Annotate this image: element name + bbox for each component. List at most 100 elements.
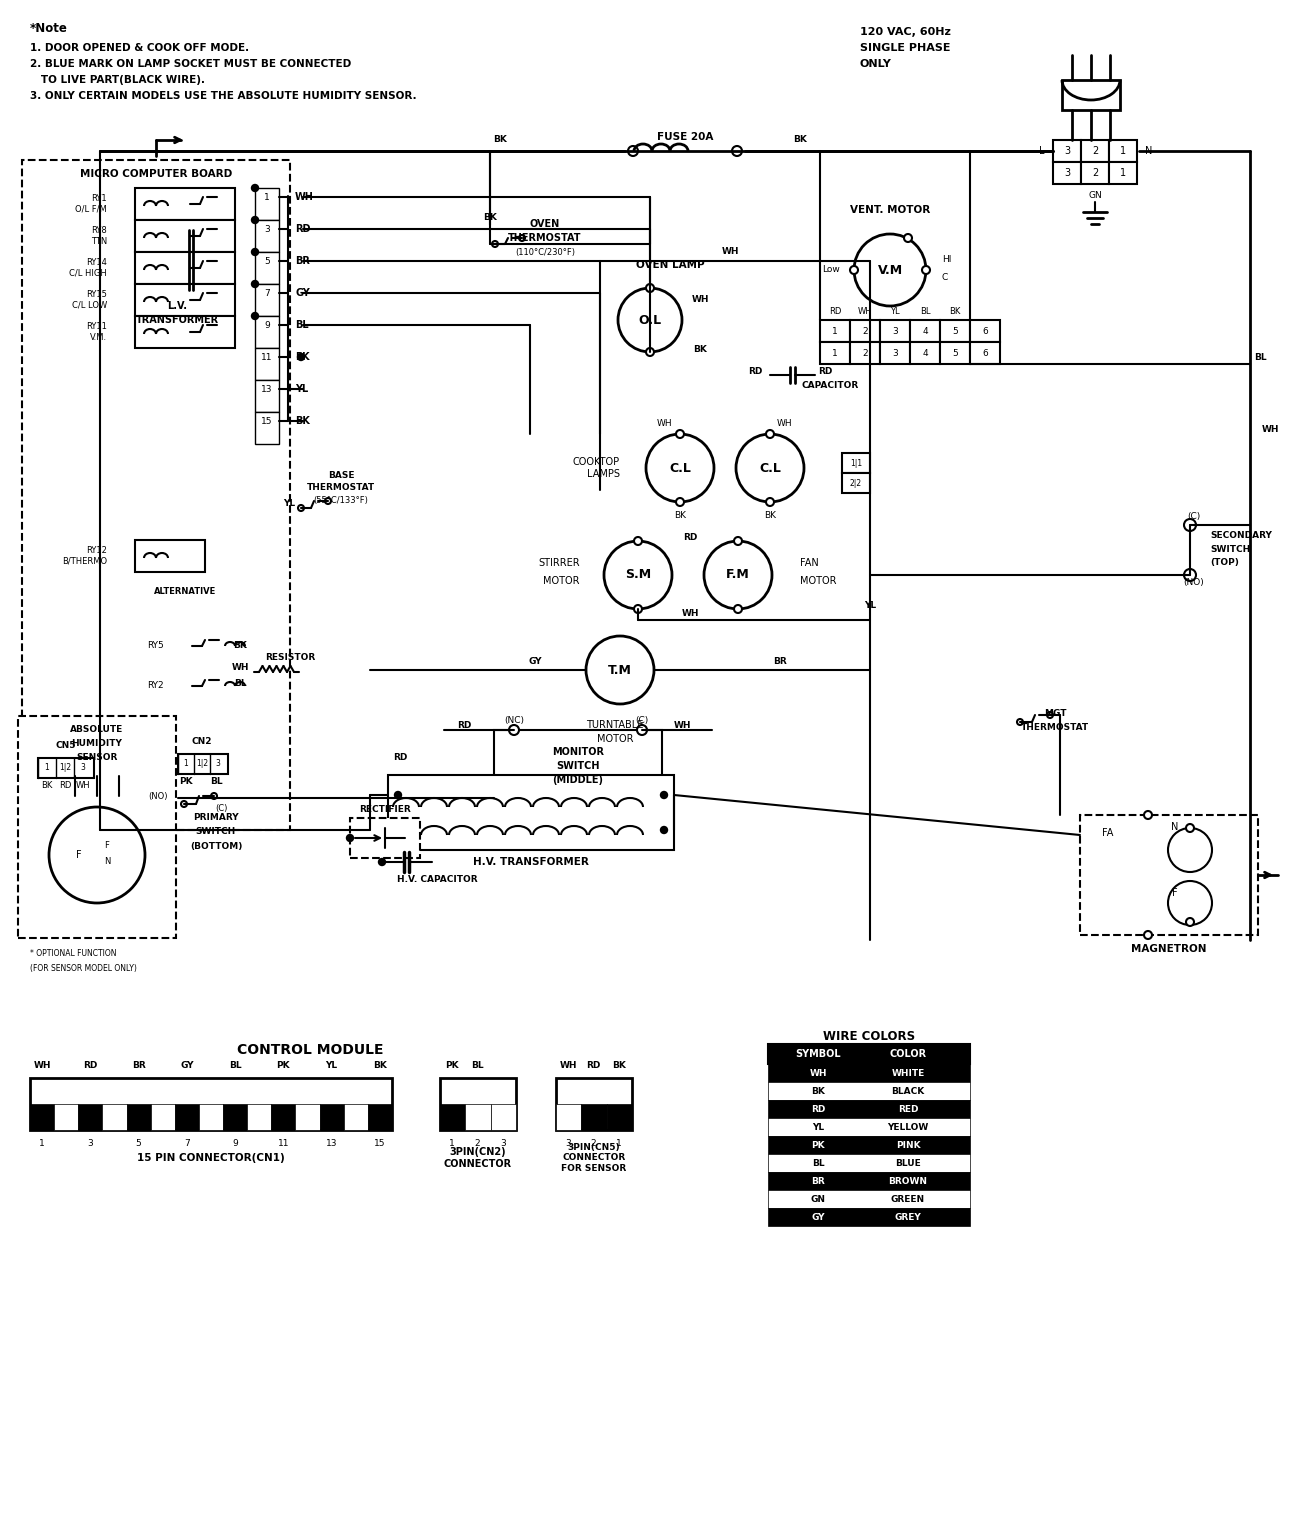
Text: PRIMARY: PRIMARY <box>193 814 238 822</box>
Text: 13: 13 <box>326 1140 338 1149</box>
Text: 120 VAC, 60Hz: 120 VAC, 60Hz <box>860 28 951 37</box>
Bar <box>1062 80 1120 111</box>
Text: 1: 1 <box>833 349 838 358</box>
Bar <box>768 1118 970 1137</box>
Bar <box>247 1104 272 1130</box>
Text: PK: PK <box>277 1061 290 1071</box>
Text: GREY: GREY <box>895 1212 921 1221</box>
Circle shape <box>49 806 145 903</box>
Text: RD: RD <box>392 754 407 762</box>
Text: RECTIFIER: RECTIFIER <box>359 805 411 814</box>
Circle shape <box>676 430 684 438</box>
Text: 1. DOOR OPENED & COOK OFF MODE.: 1. DOOR OPENED & COOK OFF MODE. <box>30 43 249 54</box>
Text: 1: 1 <box>449 1140 455 1149</box>
Text: RD: RD <box>457 720 471 730</box>
Circle shape <box>603 541 672 608</box>
Text: 2: 2 <box>474 1140 480 1149</box>
Text: BR: BR <box>132 1061 145 1071</box>
Text: RY1
O/L F/M: RY1 O/L F/M <box>75 194 107 214</box>
Text: MOTOR: MOTOR <box>597 734 633 743</box>
Bar <box>768 1100 970 1118</box>
Text: F: F <box>76 849 82 860</box>
Circle shape <box>904 233 912 243</box>
Circle shape <box>587 636 654 703</box>
Text: COLOR: COLOR <box>890 1049 926 1058</box>
Text: CONTROL MODULE: CONTROL MODULE <box>237 1043 383 1057</box>
Text: 15 PIN CONNECTOR(CN1): 15 PIN CONNECTOR(CN1) <box>137 1154 285 1163</box>
Text: SYMBOL: SYMBOL <box>795 1049 840 1058</box>
Circle shape <box>1184 568 1197 581</box>
Text: PINK: PINK <box>896 1141 921 1149</box>
Text: 3: 3 <box>215 759 220 768</box>
Bar <box>768 1064 970 1081</box>
Text: RD: RD <box>811 1104 825 1114</box>
Text: CN5: CN5 <box>56 742 76 751</box>
Text: 2: 2 <box>1092 146 1098 157</box>
Text: GY: GY <box>180 1061 194 1071</box>
Text: C.L: C.L <box>670 461 692 475</box>
Text: THERMOSTAT: THERMOSTAT <box>508 233 581 243</box>
Bar <box>135 541 205 571</box>
Text: RD: RD <box>747 367 763 376</box>
Text: WH: WH <box>673 720 690 730</box>
Circle shape <box>395 791 401 799</box>
Bar <box>255 220 278 252</box>
Bar <box>255 284 278 316</box>
Bar <box>18 716 176 938</box>
Text: WHITE: WHITE <box>891 1069 925 1077</box>
Text: V.M: V.M <box>878 264 903 276</box>
Text: COOKTOP
LAMPS: COOKTOP LAMPS <box>572 458 620 479</box>
Text: BLUE: BLUE <box>895 1158 921 1167</box>
Text: 11: 11 <box>277 1140 289 1149</box>
Text: SENSOR: SENSOR <box>76 754 118 762</box>
Text: BL: BL <box>295 319 308 330</box>
Text: BK: BK <box>373 1061 387 1071</box>
Bar <box>255 349 278 379</box>
Text: 1: 1 <box>1120 146 1127 157</box>
Text: GY: GY <box>811 1212 825 1221</box>
Text: MONITOR: MONITOR <box>552 746 603 757</box>
Bar <box>255 187 278 220</box>
Text: BL: BL <box>229 1061 241 1071</box>
Bar <box>388 776 673 849</box>
Text: RY12
B/THERMO: RY12 B/THERMO <box>62 547 107 565</box>
Text: WH: WH <box>681 608 699 617</box>
Circle shape <box>509 725 519 736</box>
Bar <box>768 1081 970 1100</box>
Text: TRANSFORMER: TRANSFORMER <box>136 315 219 326</box>
Text: 1: 1 <box>184 759 188 768</box>
Text: (NO): (NO) <box>149 791 168 800</box>
Circle shape <box>736 435 804 502</box>
Text: ONLY: ONLY <box>860 58 892 69</box>
Text: * OPTIONAL FUNCTION: * OPTIONAL FUNCTION <box>30 949 117 958</box>
Circle shape <box>1184 519 1197 531</box>
Bar <box>199 1104 223 1130</box>
Text: 6: 6 <box>982 349 988 358</box>
Text: Low: Low <box>822 266 840 275</box>
Text: BASE: BASE <box>328 472 355 481</box>
Text: FUSE 20A: FUSE 20A <box>657 132 714 141</box>
Bar <box>768 1154 970 1172</box>
Circle shape <box>251 184 259 192</box>
Circle shape <box>922 266 930 273</box>
Circle shape <box>704 541 772 608</box>
Bar <box>38 757 95 779</box>
Bar <box>135 284 234 316</box>
Bar <box>491 1104 515 1130</box>
Text: 2: 2 <box>591 1140 596 1149</box>
Text: 4: 4 <box>922 349 927 358</box>
Text: (NC): (NC) <box>504 716 524 725</box>
Text: 9: 9 <box>232 1140 238 1149</box>
Circle shape <box>635 605 642 613</box>
Text: WH: WH <box>809 1069 826 1077</box>
Text: RD: RD <box>682 533 697 542</box>
Bar <box>842 453 870 473</box>
Text: WH: WH <box>559 1061 576 1071</box>
Circle shape <box>734 538 742 545</box>
Bar <box>910 343 940 364</box>
Text: 15: 15 <box>262 416 273 425</box>
Text: BL: BL <box>812 1158 825 1167</box>
Text: WH: WH <box>777 418 793 427</box>
Text: H.V. CAPACITOR: H.V. CAPACITOR <box>396 876 478 885</box>
Text: PK: PK <box>179 777 193 786</box>
